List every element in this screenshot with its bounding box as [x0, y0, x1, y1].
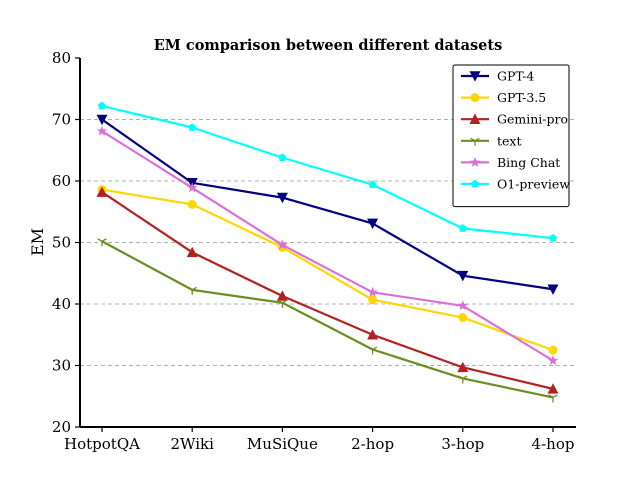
- legend-label: Gemini-pro: [497, 112, 568, 127]
- data-point: [97, 238, 107, 247]
- data-point: [368, 295, 378, 305]
- data-point: [187, 199, 197, 209]
- x-tick-label: 2Wiki: [171, 435, 215, 453]
- marker-stroke: [97, 238, 103, 242]
- data-point: [547, 355, 559, 366]
- data-point: [548, 394, 558, 403]
- data-point: [96, 114, 108, 126]
- legend: GPT-4 GPT-3.5 Gemini-pro text Bing Chat O1-pr…: [452, 64, 570, 208]
- y-tick-label: 40: [52, 295, 71, 313]
- data-point: [367, 329, 379, 340]
- y-tick-label: 20: [52, 418, 71, 436]
- marker-stroke: [191, 286, 197, 291]
- legend-label: O1-preview: [497, 177, 570, 192]
- marker-stroke: [474, 137, 480, 142]
- chart-title: EM comparison between different datasets: [154, 37, 503, 54]
- legend-entry: GPT-4: [461, 69, 534, 84]
- data-point: [368, 180, 377, 189]
- series-line: [101, 104, 554, 240]
- data-point: [276, 290, 288, 301]
- data-point: [278, 153, 287, 162]
- series-line: [101, 188, 554, 352]
- axes: 20 30 40 50 60 70 80 HotpotQA 2Wiki MuSiQue 2-hop 3…: [52, 49, 576, 453]
- marker-stroke: [367, 346, 373, 351]
- y-tick-label: 80: [52, 49, 71, 67]
- marker-stroke: [277, 299, 283, 304]
- data-point: [547, 383, 559, 394]
- series-layer: [96, 101, 559, 403]
- series-line: [101, 118, 554, 291]
- series-gpt-4: [96, 114, 559, 295]
- marker-stroke: [458, 375, 464, 379]
- legend-entry: text: [461, 133, 522, 148]
- data-point: [367, 286, 378, 297]
- marker-stroke: [282, 299, 288, 304]
- marker-stroke: [372, 346, 378, 351]
- x-tick-label: 2-hop: [351, 435, 394, 453]
- legend-marker: [469, 156, 481, 167]
- x-tick-label: MuSiQue: [247, 435, 318, 453]
- series-line: [101, 191, 554, 390]
- data-point: [457, 270, 469, 282]
- legend-entry: GPT-3.5: [461, 90, 546, 105]
- y-tick-label: 50: [52, 234, 71, 252]
- legend-marker: [469, 71, 481, 82]
- legend-label: Bing Chat: [497, 155, 560, 170]
- marker-stroke: [470, 137, 476, 142]
- legend-marker: [470, 137, 480, 146]
- legend-marker: [470, 93, 480, 103]
- data-point: [458, 224, 467, 232]
- y-tick-label: 30: [52, 357, 71, 375]
- data-point: [547, 284, 559, 295]
- marker-stroke: [187, 286, 193, 291]
- data-point: [188, 123, 197, 131]
- series-line: [101, 130, 554, 362]
- legend-label: GPT-4: [497, 69, 534, 84]
- data-point: [186, 182, 198, 193]
- legend-marker: [470, 179, 480, 188]
- x-tick-label: 4-hop: [532, 435, 575, 453]
- data-point: [458, 313, 468, 323]
- data-point: [96, 186, 108, 197]
- data-point: [458, 375, 468, 384]
- data-point: [97, 101, 107, 110]
- data-point: [277, 239, 288, 250]
- data-point: [548, 233, 558, 242]
- marker-stroke: [552, 394, 558, 399]
- data-point: [187, 286, 197, 295]
- legend-box: [452, 64, 570, 208]
- y-axis-label: EM: [28, 228, 47, 256]
- legend-entry: O1-preview: [461, 177, 570, 192]
- data-point: [457, 361, 469, 373]
- series-o1-preview: [97, 101, 558, 242]
- legend-label: GPT-3.5: [497, 90, 546, 105]
- data-point: [367, 218, 379, 230]
- data-point: [277, 299, 288, 308]
- data-point: [457, 300, 469, 311]
- series-bing-chat: [96, 125, 559, 366]
- y-tick-label: 70: [52, 111, 71, 129]
- legend-entry: Gemini-pro: [461, 112, 568, 127]
- legend-label: text: [497, 133, 522, 148]
- data-point: [186, 246, 198, 258]
- marker-stroke: [462, 375, 468, 379]
- data-point: [367, 346, 378, 355]
- series-gemini-pro: [96, 186, 559, 394]
- x-tick-label: 3-hop: [441, 435, 484, 453]
- marker-stroke: [101, 238, 107, 242]
- legend-marker: [469, 113, 481, 124]
- y-tick-label: 60: [52, 172, 71, 190]
- x-tick-label: HotpotQA: [64, 435, 140, 453]
- marker-stroke: [548, 394, 554, 399]
- data-point: [276, 192, 288, 204]
- data-point: [96, 125, 108, 136]
- data-point: [548, 345, 558, 355]
- series-line: [101, 240, 554, 399]
- legend-entry: Bing Chat: [461, 155, 560, 170]
- series-text: [97, 238, 558, 403]
